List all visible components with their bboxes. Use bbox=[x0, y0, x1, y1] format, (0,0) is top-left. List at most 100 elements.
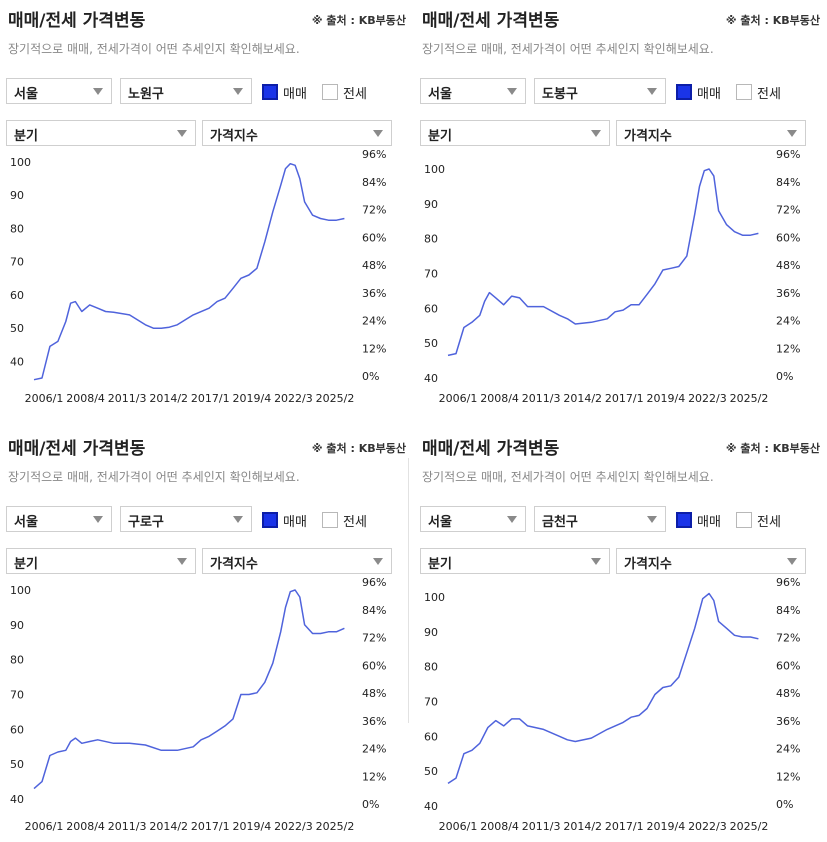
x-axis-tick-label: 2019/4 bbox=[233, 392, 272, 405]
x-axis-tick-label: 2006/1 bbox=[25, 392, 64, 405]
x-axis-tick-label: 2019/4 bbox=[647, 392, 686, 405]
district-select[interactable]: 구로구 bbox=[120, 506, 252, 532]
district-select[interactable]: 금천구 bbox=[534, 506, 666, 532]
panel-subtitle: 장기적으로 매매, 전세가격이 어떤 추세인지 확인해보세요. bbox=[422, 42, 714, 56]
y-right-tick-label: 24% bbox=[776, 315, 800, 328]
x-axis-tick-label: 2011/3 bbox=[108, 820, 147, 833]
chevron-down-icon bbox=[233, 516, 243, 523]
x-axis-tick-label: 2017/1 bbox=[191, 392, 230, 405]
y-right-tick-label: 24% bbox=[362, 743, 386, 756]
city-select[interactable]: 서울 bbox=[420, 78, 526, 104]
panel-title: 매매/전세 가격변동 bbox=[422, 11, 560, 31]
x-axis-tick-label: 2025/2 bbox=[730, 392, 769, 405]
district-select-value: 금천구 bbox=[542, 515, 578, 530]
panel-title: 매매/전세 가격변동 bbox=[422, 439, 560, 459]
jeonse-checkbox-label: 전세 bbox=[343, 87, 367, 102]
y-axis-tick-label: 80 bbox=[424, 233, 438, 246]
y-right-tick-label: 12% bbox=[362, 342, 386, 355]
period-select[interactable]: 분기 bbox=[6, 548, 196, 574]
y-right-tick-label: 72% bbox=[776, 632, 800, 645]
y-right-tick-label: 96% bbox=[776, 576, 800, 589]
city-select[interactable]: 서울 bbox=[6, 506, 112, 532]
district-select[interactable]: 도봉구 bbox=[534, 78, 666, 104]
y-right-tick-label: 36% bbox=[362, 287, 386, 300]
panel-title: 매매/전세 가격변동 bbox=[8, 11, 146, 31]
city-select[interactable]: 서울 bbox=[420, 506, 526, 532]
chevron-down-icon bbox=[647, 516, 657, 523]
jeonse-checkbox[interactable] bbox=[736, 512, 752, 528]
y-right-tick-label: 0% bbox=[362, 370, 379, 383]
y-right-tick-label: 72% bbox=[362, 204, 386, 217]
metric-select[interactable]: 가격지수 bbox=[202, 120, 392, 146]
source-label: ※ 출처 : KB부동산 bbox=[725, 14, 820, 27]
x-axis-tick-label: 2017/1 bbox=[605, 820, 644, 833]
y-right-tick-label: 72% bbox=[362, 632, 386, 645]
y-right-tick-label: 0% bbox=[776, 370, 793, 383]
x-axis-tick-label: 2008/4 bbox=[480, 392, 519, 405]
metric-select[interactable]: 가격지수 bbox=[616, 120, 806, 146]
y-axis-tick-label: 100 bbox=[10, 156, 31, 169]
y-right-tick-label: 24% bbox=[776, 743, 800, 756]
jeonse-checkbox-label: 전세 bbox=[757, 515, 781, 530]
x-axis-tick-label: 2006/1 bbox=[439, 820, 478, 833]
panel-title: 매매/전세 가격변동 bbox=[8, 439, 146, 459]
y-axis-tick-label: 40 bbox=[424, 372, 438, 385]
trade-checkbox[interactable] bbox=[262, 84, 278, 100]
trade-checkbox[interactable] bbox=[676, 84, 692, 100]
period-select[interactable]: 분기 bbox=[420, 120, 610, 146]
y-axis-tick-label: 50 bbox=[424, 765, 438, 778]
metric-select-value: 가격지수 bbox=[210, 129, 258, 144]
trade-price-line bbox=[33, 589, 345, 790]
panel-subtitle: 장기적으로 매매, 전세가격이 어떤 추세인지 확인해보세요. bbox=[8, 42, 300, 56]
chevron-down-icon bbox=[177, 130, 187, 137]
chevron-down-icon bbox=[373, 558, 383, 565]
y-right-tick-label: 84% bbox=[362, 176, 386, 189]
jeonse-checkbox[interactable] bbox=[322, 512, 338, 528]
y-axis-tick-label: 100 bbox=[424, 591, 445, 604]
y-right-tick-label: 36% bbox=[362, 715, 386, 728]
trade-checkbox-label: 매매 bbox=[283, 87, 307, 102]
x-axis-tick-label: 2014/2 bbox=[563, 392, 602, 405]
source-label: ※ 출처 : KB부동산 bbox=[311, 14, 406, 27]
price-index-chart: 40 50 60 70 80 90 100 0% 12% 24% 36% 48% 60% 72% 84% 96… bbox=[10, 148, 386, 405]
x-axis-tick-label: 2022/3 bbox=[274, 820, 313, 833]
y-right-tick-label: 12% bbox=[776, 342, 800, 355]
price-change-panel: 매매/전세 가격변동 ※ 출처 : KB부동산 장기적으로 매매, 전세가격이 … bbox=[414, 0, 826, 414]
y-right-tick-label: 60% bbox=[776, 659, 800, 672]
x-axis-tick-label: 2008/4 bbox=[480, 820, 519, 833]
district-select[interactable]: 노원구 bbox=[120, 78, 252, 104]
y-axis-tick-label: 80 bbox=[10, 222, 24, 235]
y-axis-tick-label: 100 bbox=[424, 163, 445, 176]
price-index-chart: 40 50 60 70 80 90 100 0% 12% 24% 36% 48% 60% 72% 84% 96… bbox=[424, 576, 800, 833]
period-select[interactable]: 분기 bbox=[420, 548, 610, 574]
trade-checkbox[interactable] bbox=[676, 512, 692, 528]
y-axis-tick-label: 70 bbox=[10, 256, 24, 269]
jeonse-checkbox-label: 전세 bbox=[343, 515, 367, 530]
x-axis-tick-label: 2017/1 bbox=[191, 820, 230, 833]
metric-select[interactable]: 가격지수 bbox=[616, 548, 806, 574]
metric-select[interactable]: 가격지수 bbox=[202, 548, 392, 574]
y-axis-tick-label: 80 bbox=[10, 654, 24, 667]
x-axis-tick-label: 2022/3 bbox=[274, 392, 313, 405]
y-axis-tick-label: 60 bbox=[424, 302, 438, 315]
y-right-tick-label: 0% bbox=[776, 798, 793, 811]
x-axis-tick-label: 2011/3 bbox=[108, 392, 147, 405]
trade-checkbox-label: 매매 bbox=[697, 87, 721, 102]
chevron-down-icon bbox=[233, 88, 243, 95]
chevron-down-icon bbox=[93, 88, 103, 95]
jeonse-checkbox[interactable] bbox=[322, 84, 338, 100]
x-axis-tick-label: 2008/4 bbox=[66, 820, 105, 833]
jeonse-checkbox[interactable] bbox=[736, 84, 752, 100]
x-axis-tick-label: 2022/3 bbox=[688, 820, 727, 833]
city-select[interactable]: 서울 bbox=[6, 78, 112, 104]
period-select-value: 분기 bbox=[14, 129, 38, 144]
y-axis-tick-label: 90 bbox=[10, 619, 24, 632]
source-label: ※ 출처 : KB부동산 bbox=[311, 442, 406, 455]
chevron-down-icon bbox=[93, 516, 103, 523]
chevron-down-icon bbox=[177, 558, 187, 565]
period-select[interactable]: 분기 bbox=[6, 120, 196, 146]
y-axis-tick-label: 100 bbox=[10, 584, 31, 597]
trade-checkbox[interactable] bbox=[262, 512, 278, 528]
x-axis-tick-label: 2006/1 bbox=[25, 820, 64, 833]
price-index-chart: 40 50 60 70 80 90 100 0% 12% 24% 36% 48% 60% 72% 84% 96… bbox=[424, 148, 800, 405]
